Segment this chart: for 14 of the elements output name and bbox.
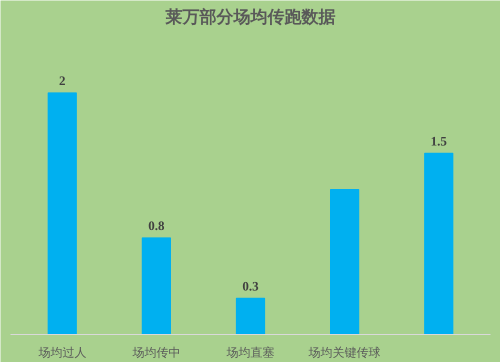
- bar: [142, 237, 171, 334]
- bar: [48, 92, 77, 334]
- bar: [330, 189, 360, 334]
- x-tick-label: 场均过人: [37, 346, 86, 360]
- data-label: 0.8: [148, 218, 166, 233]
- x-tick-label: 场均传中: [131, 346, 180, 360]
- bar: [424, 152, 454, 334]
- x-tick-label: 场均关键传球: [308, 346, 381, 360]
- data-label: 1.5: [430, 133, 448, 148]
- x-tick-label: 场均直塞: [226, 346, 274, 360]
- data-label: 0.3: [242, 278, 260, 294]
- data-label: 2: [59, 72, 66, 88]
- chart-title: 莱万部分场均传跑数据: [164, 8, 336, 28]
- bar: [236, 298, 266, 334]
